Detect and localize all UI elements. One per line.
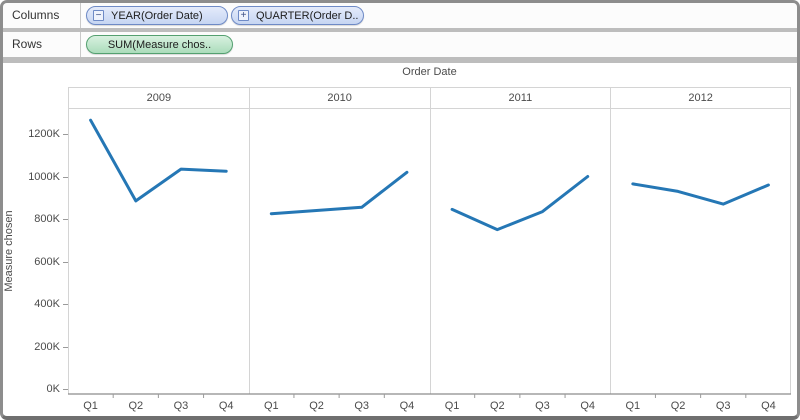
pill-label: YEAR(Order Date) [111,9,203,22]
x-tick-label-2010-Q1[interactable]: Q1 [264,400,279,412]
pill-year-order-date[interactable]: − YEAR(Order Date) [86,6,228,25]
y-axis-tick [63,176,68,178]
x-tick-label-2010-Q2[interactable]: Q2 [309,400,324,412]
x-tick-label-2010-Q4[interactable]: Q4 [399,400,415,412]
pill-label: QUARTER(Order D.. [256,9,359,22]
x-tick-label-2012-Q4[interactable]: Q4 [761,400,776,412]
collapse-icon[interactable]: − [93,10,104,21]
chart-card: Order Date 2009 2010 2011 2012 Measure chos… [3,63,797,416]
rows-shelf[interactable]: Rows SUM(Measure chos.. [3,32,797,57]
x-tick-label-2011-Q2[interactable]: Q2 [489,400,505,412]
year-header-2010[interactable]: 2010 [248,88,430,109]
y-tick-label: 0K [46,383,60,395]
year-header-2011[interactable]: 2011 [429,88,611,109]
x-tick-label-2009-Q3[interactable]: Q3 [173,400,189,412]
columns-shelf-label: Columns [3,3,81,28]
y-tick-label: 600K [34,255,60,268]
x-tick-label-2012-Q1[interactable]: Q1 [625,400,641,412]
y-tick-label: 1000K [28,170,60,183]
line-series-2012[interactable] [631,182,770,206]
x-tick-label-2009-Q4[interactable]: Q4 [218,400,234,412]
pill-sum-measure-chosen[interactable]: SUM(Measure chos.. [86,35,233,54]
line-chart-plot-area[interactable] [68,108,791,400]
line-series-2009[interactable] [89,118,228,203]
x-tick-label-2010-Q3[interactable]: Q3 [354,400,370,412]
x-tick-label-2012-Q3[interactable]: Q3 [715,400,731,412]
y-axis-tick [63,304,68,305]
expand-icon[interactable]: + [238,10,249,21]
y-axis-tick [63,134,68,135]
y-tick-label: 1200K [28,128,60,140]
x-tick-label-2011-Q4[interactable]: Q4 [580,400,595,412]
y-tick-label: 800K [34,213,60,225]
columns-shelf[interactable]: Columns − YEAR(Order Date) + QUARTER(Ord… [3,3,797,28]
x-tick-label-2009-Q1[interactable]: Q1 [83,400,98,412]
y-axis-tick [63,346,68,348]
x-tick-label-2009-Q2[interactable]: Q2 [128,400,144,412]
y-axis-tick [63,261,68,263]
pill-label: SUM(Measure chos.. [107,38,212,51]
y-tick-label: 400K [34,298,60,310]
y-tick-label: 200K [34,340,60,353]
x-tick-label-2011-Q3[interactable]: Q3 [535,400,550,412]
line-series-2010[interactable] [269,170,409,216]
chart-title: Order Date [402,66,457,78]
year-header-2009[interactable]: 2009 [68,88,249,109]
year-header-2012[interactable]: 2012 [610,88,791,109]
x-tick-label-2011-Q1[interactable]: Q1 [444,400,460,412]
rows-shelf-label: Rows [3,32,81,57]
x-tick-label-2012-Q2[interactable]: Q2 [670,400,686,412]
line-series-2011[interactable] [450,175,590,232]
year-header-row: 2009 2010 2011 2012 [68,87,791,109]
pill-quarter-order-date[interactable]: + QUARTER(Order D.. [231,6,364,25]
y-axis-tick [63,389,68,390]
y-axis-tick [63,219,68,220]
